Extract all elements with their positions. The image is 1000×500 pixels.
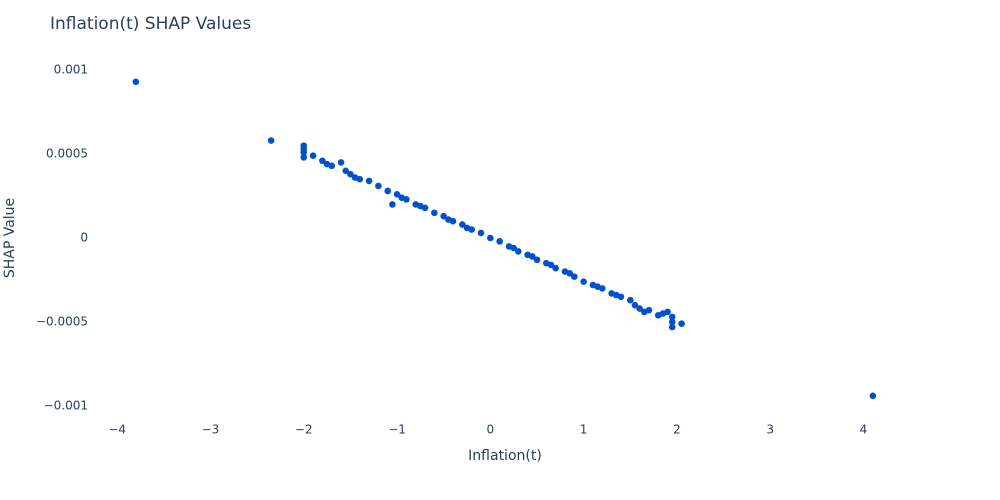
point: [337, 159, 345, 166]
x-tick-label: −2: [295, 423, 313, 437]
point: [547, 261, 555, 269]
point: [468, 226, 475, 233]
x-tick-label: 4: [860, 423, 868, 437]
point: [449, 217, 457, 225]
point: [496, 238, 503, 245]
point: [552, 264, 559, 272]
point: [356, 175, 364, 183]
point: [580, 278, 587, 285]
point: [533, 256, 541, 264]
point: [678, 320, 685, 327]
point: [668, 318, 676, 326]
point: [668, 323, 676, 331]
y-tick-label: 0.001: [54, 63, 88, 77]
x-tick-label: −1: [388, 423, 406, 437]
point: [342, 167, 350, 175]
point: [328, 162, 336, 170]
y-tick-label: −0.001: [44, 398, 88, 412]
point: [668, 313, 676, 321]
x-tick-label: −3: [202, 423, 220, 437]
point: [626, 296, 634, 304]
point: [487, 234, 494, 242]
point: [477, 229, 485, 237]
y-tick-label: 0: [80, 231, 88, 245]
point: [645, 306, 653, 314]
point: [515, 248, 522, 255]
point: [431, 209, 438, 217]
y-tick-label: −0.0005: [36, 314, 88, 328]
x-tick-label: 0: [487, 423, 495, 437]
point: [421, 204, 429, 212]
point: [440, 212, 447, 220]
point: [510, 244, 517, 252]
point: [393, 191, 401, 198]
x-tick-label: −4: [108, 423, 126, 437]
point: [309, 152, 317, 160]
x-tick-label: 3: [766, 423, 774, 437]
point: [664, 308, 671, 316]
point: [566, 269, 573, 277]
point: [617, 293, 625, 301]
point: [598, 285, 606, 292]
point: [375, 182, 382, 190]
point: [403, 196, 410, 203]
point: [347, 170, 354, 178]
point: [384, 187, 392, 195]
point: [300, 149, 308, 156]
x-tick-label: 2: [673, 423, 681, 437]
point: [459, 221, 466, 228]
y-axis-title: SHAP Value: [2, 198, 18, 278]
x-tick-label: 1: [580, 423, 588, 437]
point: [869, 392, 877, 400]
point: [570, 273, 578, 280]
point: [300, 154, 308, 161]
point: [636, 305, 643, 312]
point: [631, 301, 639, 309]
point: [389, 201, 396, 208]
chart-title: Inflation(t) SHAP Values: [50, 14, 251, 34]
x-axis-title: Inflation(t): [468, 448, 542, 464]
point: [132, 78, 140, 86]
point: [319, 157, 326, 165]
y-tick-label: 0.0005: [46, 147, 88, 161]
point: [365, 177, 373, 185]
point: [267, 137, 275, 144]
point: [529, 253, 536, 260]
